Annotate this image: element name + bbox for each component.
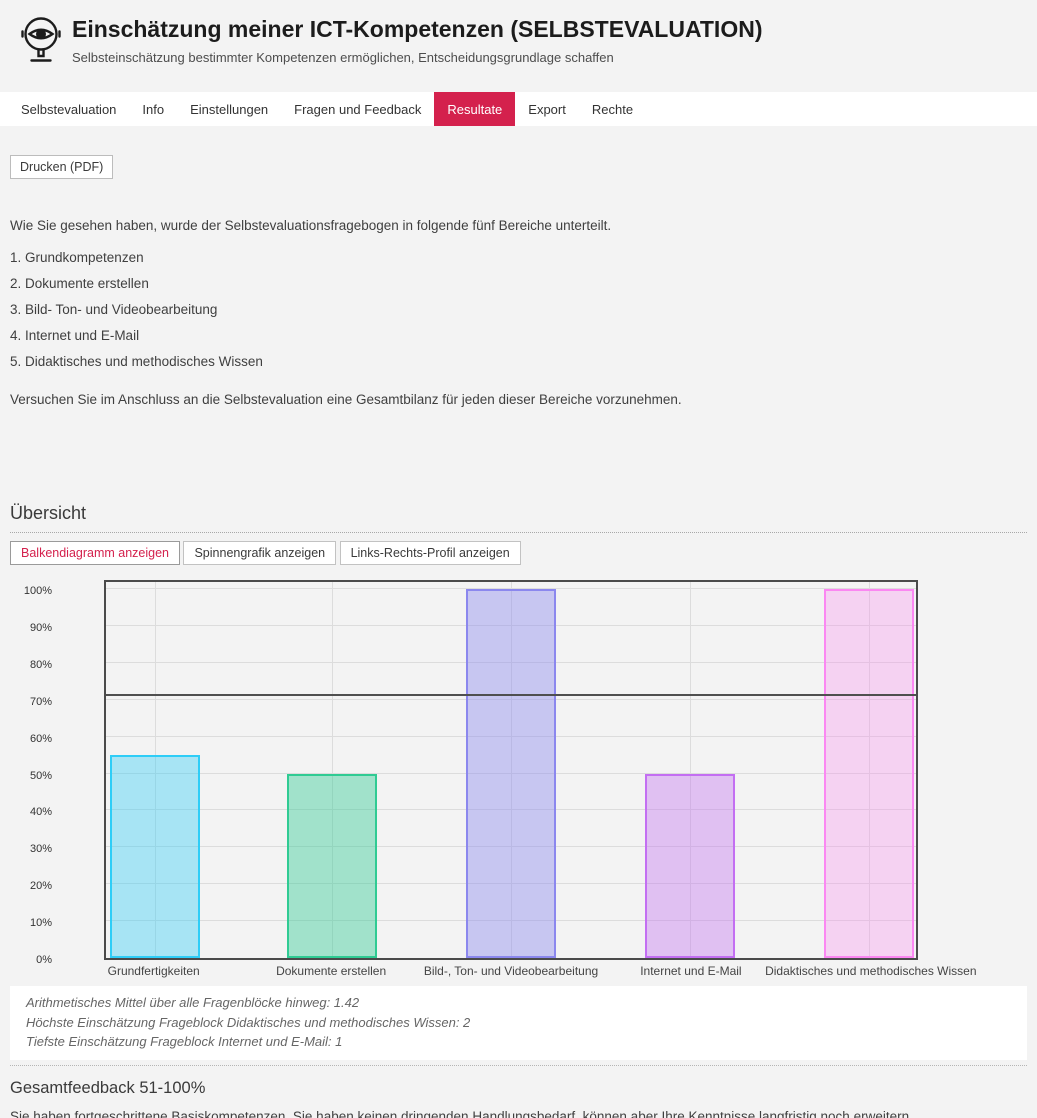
page-subtitle: Selbsteinschätzung bestimmter Kompetenze…: [72, 50, 614, 65]
overall-feedback-heading: Gesamtfeedback 51-100%: [10, 1078, 206, 1097]
overall-feedback-text: Sie haben fortgeschrittene Basiskompeten…: [10, 1108, 913, 1118]
eye-mirror-logo-icon: [21, 17, 61, 62]
tab-resultate[interactable]: Resultate: [434, 92, 516, 126]
app-header: Einschätzung meiner ICT-Kompetenzen (SEL…: [0, 0, 1037, 92]
x-axis-category-label: Bild-, Ton- und Videobearbeitung: [423, 964, 599, 978]
area-list-item: 1. Grundkompetenzen: [10, 250, 144, 265]
y-axis-tick-label: 40%: [29, 806, 52, 819]
show-bar-chart-button[interactable]: Balkendiagramm anzeigen: [10, 541, 181, 565]
section-divider: [10, 1064, 1027, 1066]
intro-lead: Wie Sie gesehen haben, wurde der Selbste…: [10, 218, 612, 233]
vertical-gridline: [511, 582, 512, 958]
chart-x-axis: Grundfertigkeiten Dokumente erstellen Bild…: [104, 960, 977, 982]
y-axis-tick-label: 70%: [29, 695, 52, 708]
vertical-gridline: [331, 582, 333, 958]
y-axis-tick-label: 90%: [29, 621, 52, 634]
area-list-item: 5. Didaktisches und methodisches Wissen: [10, 354, 263, 369]
x-axis-category-label: Dokumente erstellen: [276, 964, 387, 978]
show-left-right-profile-button[interactable]: Links-Rechts-Profil anzeigen: [339, 541, 521, 565]
x-axis-category-label: Grundfertigkeiten: [107, 964, 200, 978]
tab-selbstevaluation[interactable]: Selbstevaluation: [21, 101, 117, 117]
page-title: Einschätzung meiner ICT-Kompetenzen (SEL…: [72, 16, 763, 42]
tab-einstellungen[interactable]: Einstellungen: [190, 101, 269, 117]
summary-mean-line: Arithmetisches Mittel über alle Fragenbl…: [26, 995, 360, 1010]
y-axis-tick-label: 60%: [29, 732, 52, 745]
chart-view-toggle: Balkendiagramm anzeigen Spinnengrafik an…: [10, 541, 1027, 565]
print-pdf-button[interactable]: Drucken (PDF): [10, 155, 114, 179]
show-spider-chart-button[interactable]: Spinnengrafik anzeigen: [183, 541, 337, 565]
overview-heading: Übersicht: [10, 503, 1027, 533]
area-list-item: 3. Bild- Ton- und Videobearbeitung: [10, 302, 218, 317]
bar-chart: 0% 10% 20% 30% 40% 50% 60% 70% 80% 90% 100%: [10, 580, 1027, 966]
intro-text-block: Wie Sie gesehen haben, wurde der Selbste…: [10, 217, 1027, 408]
y-axis-tick-label: 10%: [29, 917, 52, 930]
bar-internet-und-e-mail: [645, 773, 735, 958]
chart-summary-box: Arithmetisches Mittel über alle Fragenbl…: [10, 986, 1027, 1060]
x-axis-category-label: Internet und E-Mail: [640, 964, 742, 978]
y-axis-tick-label: 20%: [29, 880, 52, 893]
area-list-item: 2. Dokumente erstellen: [10, 276, 149, 291]
mean-marker-line: [106, 694, 916, 697]
vertical-gridline: [155, 582, 157, 958]
summary-lowest-line: Tiefste Einschätzung Frageblock Internet…: [26, 1034, 343, 1049]
y-axis-tick-label: 50%: [29, 769, 52, 782]
intro-outro: Versuchen Sie im Anschluss an die Selbst…: [10, 392, 682, 407]
y-axis-tick-label: 100%: [23, 585, 52, 597]
bar-didaktisches-und-methodisches-wissen: [824, 589, 915, 958]
tab-export[interactable]: Export: [528, 101, 566, 117]
x-axis-category-label: Didaktisches und methodisches Wissen: [765, 964, 977, 978]
main-content: Drucken (PDF) Wie Sie gesehen haben, wur…: [0, 126, 1037, 1118]
area-list-item: 4. Internet und E-Mail: [10, 328, 140, 343]
y-axis-tick-label: 0%: [36, 954, 52, 966]
main-nav: Selbstevaluation Info Einstellungen Frag…: [0, 92, 1037, 126]
tab-rechte[interactable]: Rechte: [591, 101, 634, 117]
tab-info[interactable]: Info: [142, 101, 165, 117]
chart-y-axis: 0% 10% 20% 30% 40% 50% 60% 70% 80% 90% 100%: [10, 580, 104, 966]
y-axis-tick-label: 80%: [29, 658, 52, 671]
vertical-gridline: [690, 582, 691, 958]
y-axis-tick-label: 30%: [29, 843, 52, 856]
bar-bild-ton-und-videobearbeitung: [466, 589, 556, 958]
bar-dokumente-erstellen: [286, 773, 377, 958]
tab-fragen-und-feedback[interactable]: Fragen und Feedback: [294, 101, 422, 117]
bar-grundfertigkeiten: [110, 755, 201, 958]
vertical-gridline: [869, 582, 871, 958]
chart-plot-area: [104, 580, 918, 960]
summary-highest-line: Höchste Einschätzung Frageblock Didaktis…: [26, 1014, 471, 1030]
